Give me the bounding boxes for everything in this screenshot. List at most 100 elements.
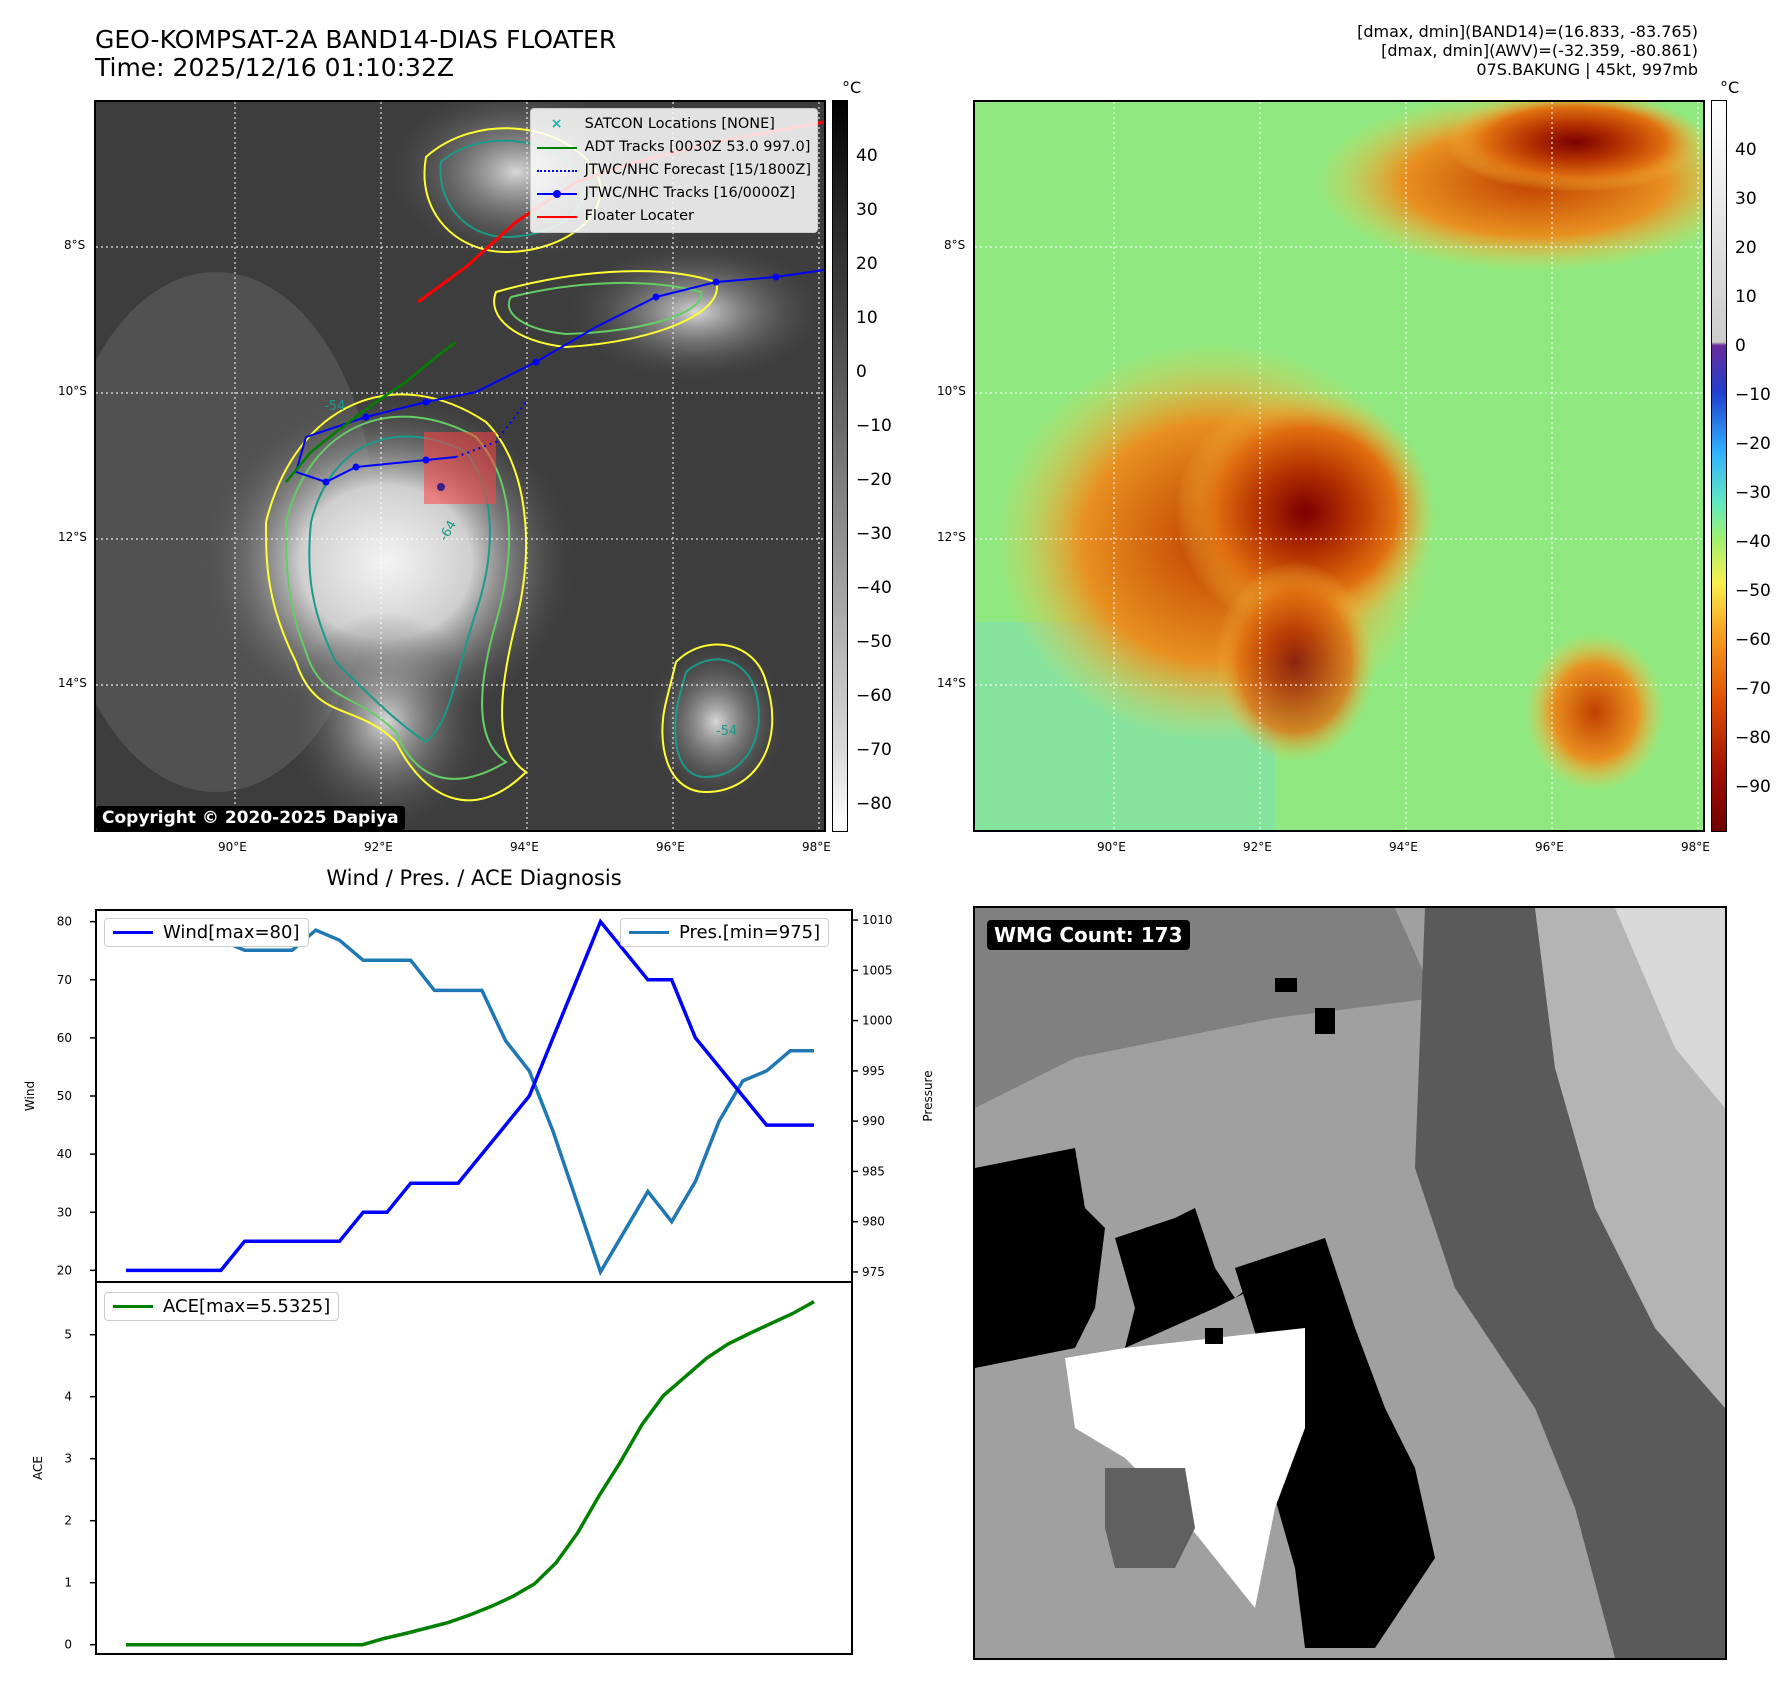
pressure-tick: 975 [862,1265,885,1279]
lat-tick: 10°S [58,384,87,398]
colorbar-tick: −80 [1735,728,1771,748]
lon-tick: 92°E [364,840,393,854]
colorbar-tick: −70 [1735,679,1771,699]
contour-label: -54 [324,399,345,414]
lat-tick: 8°S [64,238,86,252]
storm-center [437,483,445,491]
colorbar-tick: −40 [1735,532,1771,552]
lon-tick: 96°E [656,840,685,854]
lat-tick: 14°S [58,676,87,690]
info-line2: [dmax, dmin](AWV)=(-32.359, -80.861) [1381,41,1698,60]
track-legend: × SATCON Locations [NONE] ADT Tracks [00… [529,108,818,233]
title-line1: GEO-KOMPSAT-2A BAND14-DIAS FLOATER [95,25,617,54]
ace-panel: 0 1 2 3 4 5 ACE [31,1281,853,1655]
colorbar-tick: −40 [856,578,892,598]
awv-image [975,102,1703,830]
awv-colorbar [1711,100,1727,832]
contour-label: -54 [716,724,737,739]
pressure-tick: 980 [862,1215,885,1229]
colorbar-unit: °C [842,78,862,97]
copyright-badge: Copyright © 2020-2025 Dapiya [96,806,405,830]
colorbar-tick: −20 [1735,434,1771,454]
lon-tick: 98°E [802,840,831,854]
map-gridlines [975,102,1703,830]
wind-tick: 40 [57,1147,72,1161]
colorbar-tick: −90 [1735,777,1771,797]
wmg-count-badge: WMG Count: 173 [987,920,1190,950]
colorbar-tick: −50 [856,632,892,652]
colorbar-tick: 0 [856,362,867,382]
pressure-tick: 1005 [862,963,893,977]
info-line3: 07S.BAKUNG | 45kt, 997mb [1476,60,1698,79]
lon-tick: 90°E [218,840,247,854]
legend-item: × SATCON Locations [NONE] [550,116,775,132]
pressure-tick: 1010 [862,913,893,927]
colorbar-tick: −30 [856,524,892,544]
title-line2: Time: 2025/12/16 01:10:32Z [95,53,454,82]
wind-tick: 60 [57,1031,72,1045]
colorbar-tick: 0 [1735,336,1746,356]
colorbar-tick: −20 [856,470,892,490]
colorbar-tick: 20 [1735,238,1757,258]
colorbar-tick: −70 [856,740,892,760]
lat-tick: 10°S [937,384,966,398]
pressure-tick: 995 [862,1064,885,1078]
diagnosis-title: Wind / Pres. / ACE Diagnosis [326,866,622,890]
wind-tick: 50 [57,1089,72,1103]
floater-box [424,432,496,504]
colorbar-tick: −50 [1735,581,1771,601]
wind-tick: 80 [57,915,72,929]
lon-tick: 98°E [1681,840,1710,854]
awv-map [973,100,1705,832]
map-gridlines [96,102,824,830]
pressure-line [126,928,814,1277]
pressure-tick: 985 [862,1164,885,1178]
colorbar-tick: 20 [856,254,878,274]
wind-line [126,918,814,1273]
colorbar-tick: 30 [1735,189,1757,209]
pressure-axis-label: Pressure [921,1070,935,1121]
info-line1: [dmax, dmin](BAND14)=(16.833, -83.765) [1357,22,1698,41]
jtwc-forecast [455,401,527,458]
colorbar-tick: −60 [1735,630,1771,650]
ace-line [126,1300,815,1647]
legend-item: ADT Tracks [0030Z 53.0 997.0] [536,136,811,159]
ace-tick: 1 [64,1576,72,1590]
colorbar-tick: −80 [856,794,892,814]
ace-tick: 0 [64,1638,72,1652]
colorbar-tick: 40 [1735,140,1757,160]
wind-legend: Wind[max=80] [104,918,309,947]
ace-tick: 2 [64,1514,72,1528]
lon-tick: 90°E [1097,840,1126,854]
lat-tick: 12°S [937,530,966,544]
colorbar-unit: °C [1720,78,1740,97]
storm-info: [dmax, dmin](BAND14)=(16.833, -83.765) [… [1357,22,1698,79]
legend-item: Floater Locater [536,205,811,228]
pressure-tick: 990 [862,1114,885,1128]
wind-axis-label: Wind [23,1081,37,1111]
adt-track [285,341,457,483]
colorbar-tick: 10 [856,308,878,328]
wmg-panel: WMG Count: 173 [973,906,1727,1660]
pressure-legend: Pres.[min=975] [620,918,830,947]
colorbar-tick: −10 [1735,385,1771,405]
colorbar-tick: −60 [856,686,892,706]
figure-title: GEO-KOMPSAT-2A BAND14-DIAS FLOATER Time:… [95,26,616,82]
lon-tick: 96°E [1535,840,1564,854]
pressure-tick: 1000 [862,1014,893,1028]
wind-tick: 20 [57,1263,72,1277]
ace-tick: 3 [64,1452,72,1466]
ace-legend: ACE[max=5.5325] [104,1292,340,1321]
lon-tick: 94°E [510,840,539,854]
wmg-image [975,908,1725,1658]
lat-tick: 12°S [58,530,87,544]
band14-map: -54 -64 -54 × SATCON Locations [NONE] [94,100,826,832]
legend-item: JTWC/NHC Tracks [16/0000Z] [536,182,811,205]
lon-tick: 94°E [1389,840,1418,854]
lon-tick: 92°E [1243,840,1272,854]
wind-tick: 70 [57,973,72,987]
colorbar-tick: 10 [1735,287,1757,307]
colorbar-tick: 40 [856,146,878,166]
colorbar-tick: −30 [1735,483,1771,503]
